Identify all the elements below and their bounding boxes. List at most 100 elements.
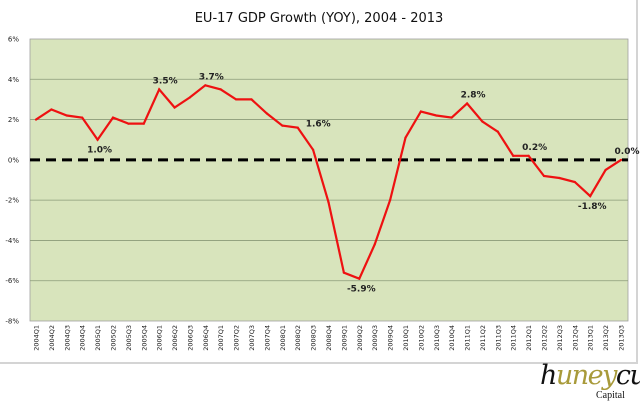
x-tick-label: 2006Q2 [171, 325, 179, 351]
data-point [527, 154, 530, 157]
x-tick-label: 2005Q4 [140, 325, 148, 351]
x-tick-label: 2007Q4 [263, 325, 271, 351]
x-tick-label: 2006Q4 [202, 325, 210, 351]
data-point [34, 118, 38, 121]
x-tick-label: 2009Q3 [371, 325, 379, 351]
x-tick-label: 2009Q2 [356, 325, 364, 351]
data-point [496, 130, 499, 133]
y-tick-label: -2% [5, 197, 19, 205]
data-label: 0.2% [522, 143, 547, 153]
y-tick-label: -8% [5, 318, 19, 326]
data-point [481, 120, 484, 123]
data-point [250, 98, 253, 101]
data-label: -1.8% [578, 202, 607, 212]
x-tick-label: 2005Q1 [94, 325, 102, 351]
data-point [450, 116, 453, 119]
x-tick-label: 2008Q1 [279, 325, 287, 351]
x-tick-label: 2004Q3 [63, 325, 71, 351]
x-tick-label: 2013Q2 [602, 325, 610, 351]
data-point [127, 122, 130, 125]
x-tick-label: 2011Q3 [494, 325, 502, 351]
data-point [235, 98, 238, 101]
x-axis-ticks: 2004Q1 2004Q2 2004Q3 2004Q4 2005Q1 2005Q2 2005… [33, 325, 626, 351]
y-axis-ticks: 6% 4% 2% 0% -2% -4% -6% -8% [5, 36, 19, 326]
y-tick-label: 2% [8, 116, 19, 124]
y-tick-label: -4% [5, 237, 19, 245]
data-points [34, 84, 623, 280]
x-tick-label: 2009Q1 [340, 325, 348, 351]
data-label: 0.0% [615, 147, 640, 157]
x-tick-label: 2006Q3 [186, 325, 194, 351]
data-point [465, 102, 469, 105]
x-tick-label: 2004Q4 [79, 325, 87, 351]
chart-title: EU-17 GDP Growth (YOY), 2004 - 2013 [195, 11, 444, 26]
logo-part-2: uney [555, 360, 618, 391]
y-tick-label: -6% [5, 277, 19, 285]
data-point [111, 116, 115, 119]
x-tick-label: 2007Q3 [248, 325, 256, 351]
data-point [388, 199, 392, 202]
data-point [142, 122, 145, 125]
x-tick-label: 2012Q4 [571, 325, 579, 351]
data-point [281, 124, 284, 127]
data-point [604, 168, 607, 172]
data-point [312, 148, 315, 151]
data-point [373, 243, 376, 246]
x-tick-label: 2011Q4 [510, 325, 518, 351]
logo-wordmark: huneycutt [540, 360, 640, 391]
data-point [342, 271, 345, 274]
x-tick-label: 2013Q1 [587, 325, 595, 351]
data-label: 1.6% [306, 120, 331, 130]
data-labels: 1.0% 3.5% 3.7% 1.6% -5.9% 2.8% 0.2% -1.8% 0.0% [87, 72, 639, 294]
x-tick-label: 2008Q2 [294, 325, 302, 351]
x-tick-label: 2011Q1 [464, 325, 472, 351]
x-tick-label: 2007Q2 [233, 325, 241, 351]
data-point [589, 195, 592, 198]
data-label: 3.7% [199, 72, 224, 82]
y-tick-label: 6% [8, 36, 19, 44]
data-point [296, 126, 299, 129]
data-point [512, 154, 515, 157]
x-tick-label: 2013Q3 [618, 325, 626, 351]
data-point [96, 138, 99, 141]
x-tick-label: 2010Q1 [402, 325, 410, 351]
x-tick-label: 2004Q1 [33, 325, 41, 351]
logo-part-1: h [540, 360, 557, 391]
x-tick-label: 2005Q3 [125, 325, 133, 351]
x-tick-label: 2005Q2 [109, 325, 117, 351]
x-tick-label: 2012Q1 [525, 325, 533, 351]
data-label: -5.9% [347, 285, 376, 295]
data-point [327, 201, 330, 204]
logo-part-3: cutt [615, 360, 640, 391]
data-point [558, 176, 561, 180]
data-point [435, 114, 438, 117]
data-point [173, 106, 176, 109]
x-tick-label: 2012Q2 [541, 325, 549, 351]
chart: EU-17 GDP Growth (YOY), 2004 - 2013 6% 4%… [5, 11, 639, 351]
data-point [573, 180, 576, 184]
y-tick-label: 0% [8, 156, 19, 164]
data-label: 3.5% [153, 76, 178, 86]
data-point [219, 88, 222, 91]
data-label: 2.8% [461, 90, 486, 100]
x-tick-label: 2006Q1 [156, 325, 164, 351]
data-point [204, 84, 207, 87]
data-point [542, 174, 546, 178]
x-tick-label: 2012Q3 [556, 325, 564, 351]
data-point [419, 110, 422, 113]
x-tick-label: 2008Q4 [325, 325, 333, 351]
data-point [619, 158, 623, 161]
data-point [65, 114, 68, 117]
chart-frame: EU-17 GDP Growth (YOY), 2004 - 2013 6% 4%… [0, 0, 639, 364]
data-label: 1.0% [87, 146, 112, 156]
x-tick-label: 2010Q2 [417, 325, 425, 351]
data-point [265, 112, 269, 115]
data-point [81, 116, 84, 119]
data-point [50, 108, 53, 111]
x-tick-label: 2008Q3 [310, 325, 318, 351]
x-tick-label: 2004Q2 [48, 325, 56, 351]
data-point [188, 96, 192, 99]
x-tick-label: 2010Q3 [433, 325, 441, 351]
x-tick-label: 2007Q1 [217, 325, 225, 351]
data-point [404, 136, 407, 139]
